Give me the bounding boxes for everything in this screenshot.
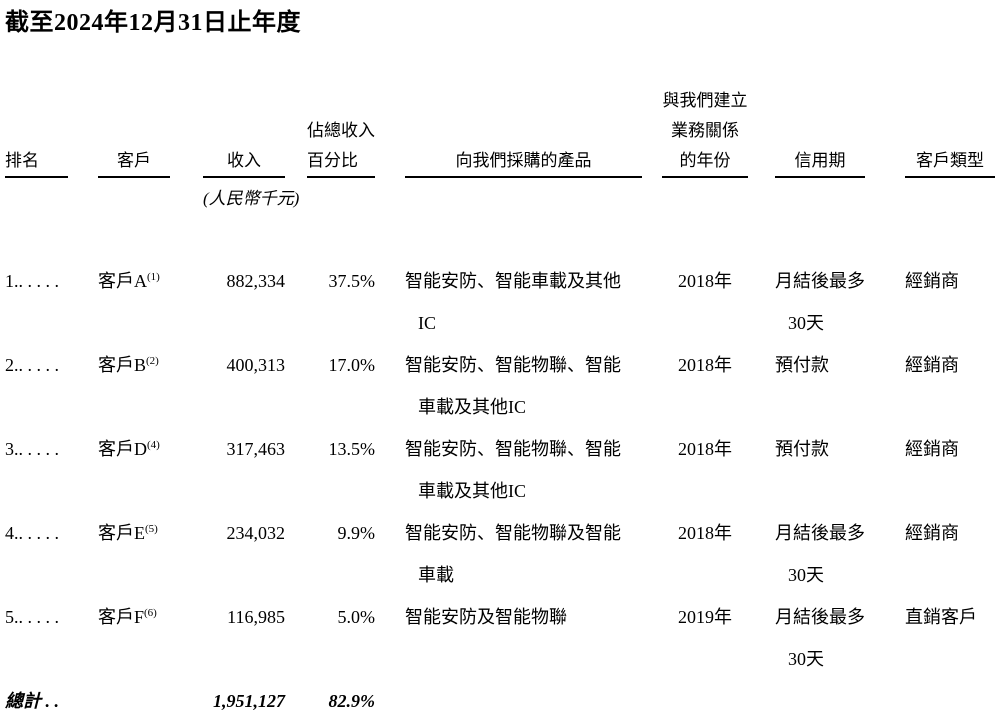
revenue-unit: (人民幣千元) bbox=[203, 189, 300, 208]
relationship-year-cell: 2018年 bbox=[678, 439, 732, 459]
table-row: 4.. . . . . 客戶E(5) 234,032 9.9% 智能安防、智能物… bbox=[5, 512, 995, 596]
products-cell: 智能安防、智能物聯及智能 車載 bbox=[405, 523, 621, 585]
table-row: 5.. . . . . 客戶F(6) 116,985 5.0% 智能安防及智能物… bbox=[5, 596, 995, 680]
rank-cell: 5.. . . . . bbox=[5, 607, 59, 627]
products-cell: 智能安防、智能物聯、智能 車載及其他IC bbox=[405, 355, 621, 417]
total-label: 總計 . . bbox=[5, 691, 59, 711]
total-revenue: 1,951,127 bbox=[213, 691, 285, 711]
page-title: 截至2024年12月31日止年度 bbox=[5, 10, 301, 36]
percent-cell: 5.0% bbox=[337, 607, 376, 627]
relationship-year-cell: 2019年 bbox=[678, 607, 732, 627]
header-row: 排名 客戶 收入 佔總收入 百分比 向我們採購的產品 bbox=[5, 86, 995, 178]
credit-period-cell: 預付款 bbox=[775, 439, 829, 459]
customer-type-cell: 經銷商 bbox=[905, 439, 959, 459]
percent-cell: 9.9% bbox=[337, 523, 376, 543]
table-row: 3.. . . . . 客戶D(4) 317,463 13.5% 智能安防、智能… bbox=[5, 428, 995, 512]
percent-cell: 13.5% bbox=[328, 439, 376, 459]
customer-cell: 客戶A(1) bbox=[98, 271, 160, 291]
customer-type-cell: 經銷商 bbox=[905, 523, 959, 543]
col-header-credit-period: 信用期 bbox=[775, 86, 865, 178]
revenue-cell: 116,985 bbox=[227, 607, 285, 627]
footnote-marker: (2) bbox=[146, 355, 159, 367]
revenue-cell: 234,032 bbox=[226, 523, 286, 543]
spacer-row bbox=[5, 220, 995, 260]
revenue-cell: 400,313 bbox=[226, 355, 286, 375]
customer-cell: 客戶B(2) bbox=[98, 355, 159, 375]
rank-cell: 1.. . . . . bbox=[5, 271, 59, 291]
total-percent: 82.9% bbox=[328, 691, 376, 711]
table-row: 2.. . . . . 客戶B(2) 400,313 17.0% 智能安防、智能… bbox=[5, 344, 995, 428]
col-header-products: 向我們採購的產品 bbox=[405, 86, 642, 178]
footnote-marker: (4) bbox=[147, 439, 160, 451]
footnote-marker: (5) bbox=[145, 523, 158, 535]
table-row: 1.. . . . . 客戶A(1) 882,334 37.5% 智能安防、智能… bbox=[5, 260, 995, 344]
relationship-year-cell: 2018年 bbox=[678, 523, 732, 543]
col-header-rank: 排名 bbox=[5, 86, 68, 178]
credit-period-cell: 月結後最多 30天 bbox=[775, 271, 865, 333]
col-header-revenue: 收入 bbox=[203, 86, 285, 178]
rank-cell: 2.. . . . . bbox=[5, 355, 59, 375]
revenue-cell: 882,334 bbox=[226, 271, 286, 291]
relationship-year-cell: 2018年 bbox=[678, 355, 732, 375]
customer-cell: 客戶F(6) bbox=[98, 607, 157, 627]
customer-type-cell: 直銷客戶 bbox=[905, 607, 977, 627]
relationship-year-cell: 2018年 bbox=[678, 271, 732, 291]
customer-type-cell: 經銷商 bbox=[905, 271, 959, 291]
credit-period-cell: 預付款 bbox=[775, 355, 829, 375]
products-cell: 智能安防及智能物聯 bbox=[405, 607, 567, 627]
col-header-relationship-year: 與我們建立 業務關係 的年份 bbox=[662, 86, 748, 178]
credit-period-cell: 月結後最多 30天 bbox=[775, 523, 865, 585]
percent-cell: 17.0% bbox=[328, 355, 376, 375]
customer-type-cell: 經銷商 bbox=[905, 355, 959, 375]
rank-cell: 3.. . . . . bbox=[5, 439, 59, 459]
total-row: 總計 . . 1,951,127 82.9% bbox=[5, 680, 995, 713]
credit-period-cell: 月結後最多 30天 bbox=[775, 607, 865, 669]
col-header-customer: 客戶 bbox=[98, 86, 170, 178]
col-header-percent: 佔總收入 百分比 bbox=[307, 86, 375, 178]
unit-row: (人民幣千元) bbox=[5, 177, 995, 220]
customer-cell: 客戶E(5) bbox=[98, 523, 158, 543]
top-customers-table: 排名 客戶 收入 佔總收入 百分比 向我們採購的產品 bbox=[5, 86, 995, 713]
footnote-marker: (1) bbox=[147, 271, 160, 283]
customer-cell: 客戶D(4) bbox=[98, 439, 160, 459]
products-cell: 智能安防、智能物聯、智能 車載及其他IC bbox=[405, 439, 621, 501]
col-header-customer-type: 客戶類型 bbox=[905, 86, 995, 178]
rank-cell: 4.. . . . . bbox=[5, 523, 59, 543]
products-cell: 智能安防、智能車載及其他 IC bbox=[405, 271, 621, 333]
percent-cell: 37.5% bbox=[328, 271, 376, 291]
footnote-marker: (6) bbox=[144, 607, 157, 619]
revenue-cell: 317,463 bbox=[226, 439, 286, 459]
